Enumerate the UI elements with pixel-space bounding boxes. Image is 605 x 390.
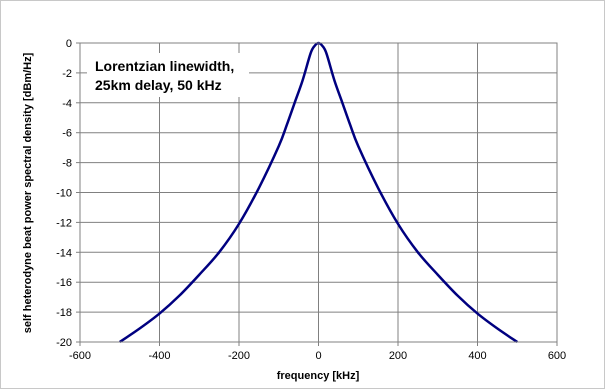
x-tick-label: -600 xyxy=(69,350,91,362)
y-tick-label: -2 xyxy=(62,68,72,80)
y-tick-label: -20 xyxy=(56,337,72,349)
x-tick-label: 600 xyxy=(548,350,566,362)
y-tick-label: -18 xyxy=(56,307,72,319)
y-tick-label: -8 xyxy=(62,158,72,170)
x-tick-label: 200 xyxy=(389,350,407,362)
x-tick-label: 0 xyxy=(315,350,321,362)
y-tick-label: -10 xyxy=(56,188,72,200)
annotation-box: Lorentzian linewidth, 25km delay, 50 kHz xyxy=(87,53,249,97)
tick-labels: -600 -400 -200 0 200 400 600 0 -2 -4 -6 -8 -10 -12 -14… xyxy=(56,38,566,362)
y-tick-label: -12 xyxy=(56,217,72,229)
annotation-line-2: 25km delay, 50 kHz xyxy=(95,77,222,93)
x-tick-label: 400 xyxy=(468,350,486,362)
y-tick-label: 0 xyxy=(66,38,72,50)
x-axis-title: frequency [kHz] xyxy=(277,370,360,382)
x-tick-label: -400 xyxy=(148,350,170,362)
plot-frame xyxy=(79,42,558,343)
y-tick-label: -16 xyxy=(56,277,72,289)
y-tick-label: -14 xyxy=(56,247,72,259)
y-axis-title: self heterodyne beat power spectral dens… xyxy=(22,52,34,333)
x-tick-label: -200 xyxy=(228,350,250,362)
annotation-line-1: Lorentzian linewidth, xyxy=(95,58,234,74)
y-tick-label: -6 xyxy=(62,128,72,140)
y-tick-label: -4 xyxy=(62,98,72,110)
